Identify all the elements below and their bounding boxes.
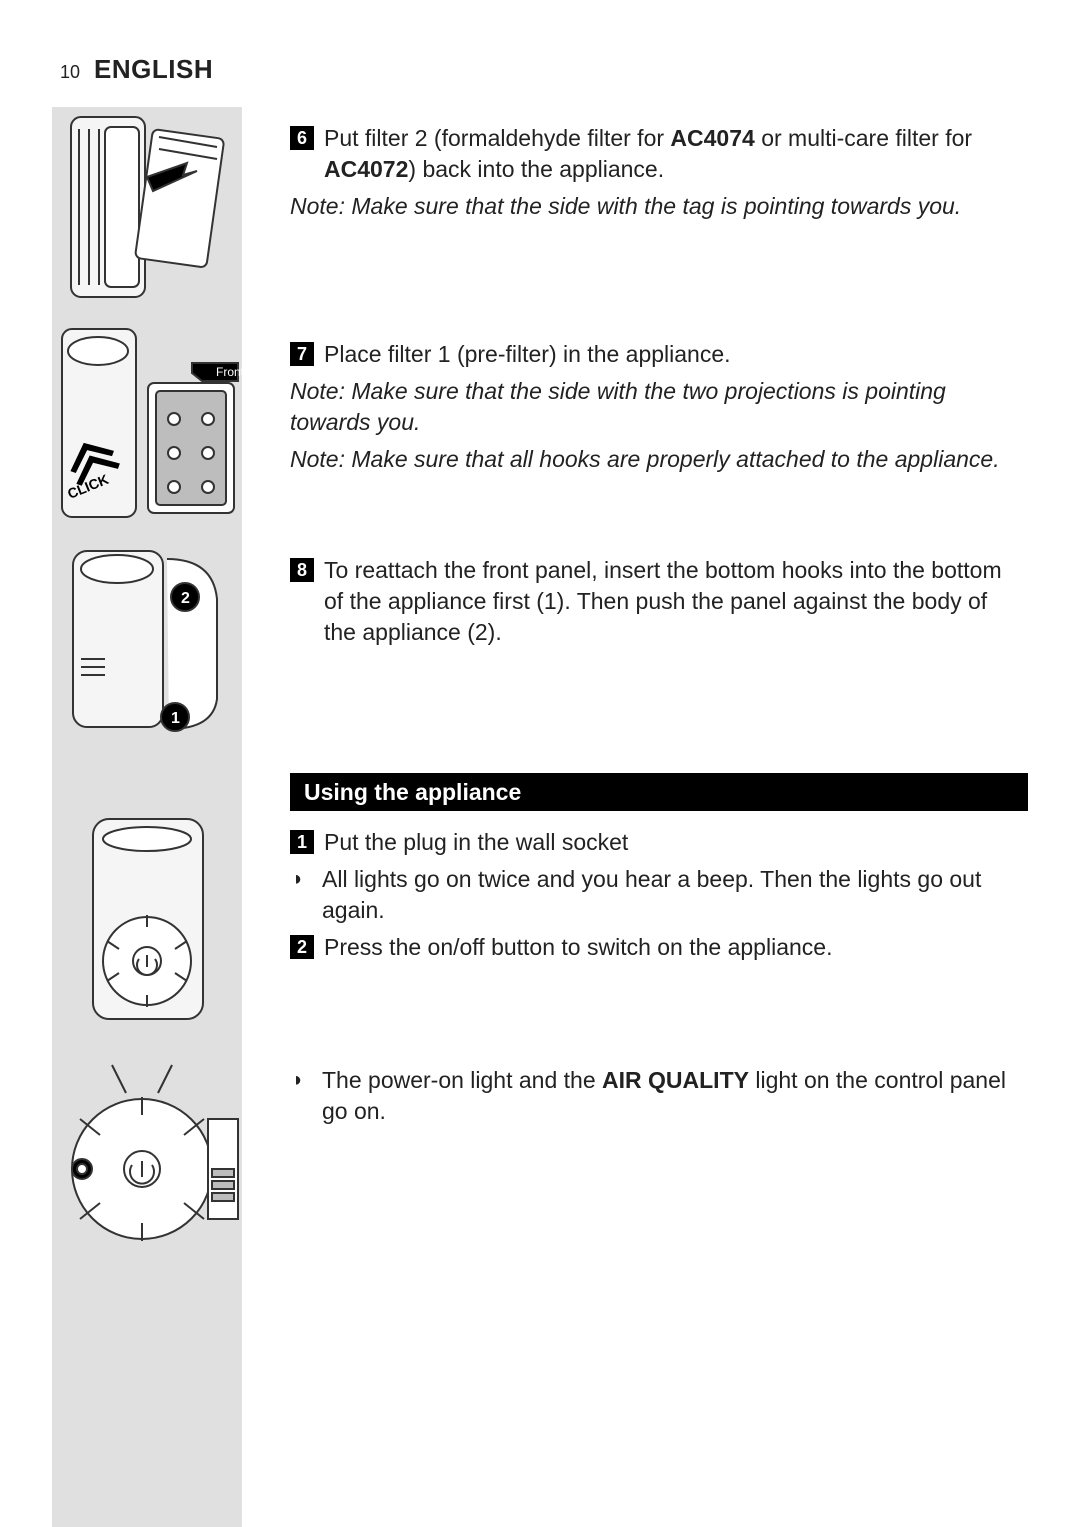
step-7-body: Place filter 1 (pre-filter) in the appli…: [324, 339, 1018, 370]
page-content: 6 Put filter 2 (formaldehyde filter for …: [52, 107, 1028, 1287]
step-6-line: 6 Put filter 2 (formaldehyde filter for …: [290, 123, 1018, 185]
callout-2: 2: [181, 590, 190, 607]
step-6-note: Note: Make sure that the side with the t…: [290, 191, 1018, 222]
illustration-step-8: 2 1: [52, 539, 242, 739]
step-7-note-2: Note: Make sure that all hooks are prope…: [290, 444, 1018, 475]
using-row-2: ◗ The power-on light and the AIR QUALITY…: [52, 1049, 1028, 1287]
result-bullet-text: The power-on light and the AIR QUALITY l…: [322, 1065, 1018, 1127]
step-number-box: 2: [290, 935, 314, 959]
step-7-note-1: Note: Make sure that the side with the t…: [290, 376, 1018, 438]
using-step-1-body: Put the plug in the wall socket: [324, 827, 1018, 858]
page-number: 10: [60, 62, 80, 83]
step-8-line: 8 To reattach the front panel, insert th…: [290, 555, 1018, 648]
step-row-8: 2 1 8 To reattach the front panel, inser…: [52, 539, 1028, 773]
front-label: Front: [216, 365, 242, 379]
using-row-1: 1 Put the plug in the wall socket ◗ All …: [52, 811, 1028, 1049]
bullet-icon: ◗: [292, 866, 310, 893]
page-header: 10 ENGLISH: [60, 54, 213, 85]
step-7-text: 7 Place filter 1 (pre-filter) in the app…: [242, 323, 1028, 475]
page-language: ENGLISH: [94, 54, 213, 85]
section-title-bar: Using the appliance: [290, 773, 1028, 811]
illustration-using-2: [52, 1049, 242, 1269]
step-number-box: 8: [290, 558, 314, 582]
section-title-text: Using the appliance: [304, 779, 521, 806]
using-text-1: 1 Put the plug in the wall socket ◗ All …: [242, 811, 1028, 969]
step-8-text: 8 To reattach the front panel, insert th…: [242, 539, 1028, 654]
illustration-using-1: [52, 811, 242, 1031]
using-step-2-line: 2 Press the on/off button to switch on t…: [290, 932, 1018, 963]
illustration-step-6: [52, 107, 242, 307]
step-7-line: 7 Place filter 1 (pre-filter) in the app…: [290, 339, 1018, 370]
step-row-6: 6 Put filter 2 (formaldehyde filter for …: [52, 107, 1028, 323]
bullet-icon: ◗: [292, 1067, 310, 1094]
using-step-1-bullet-text: All lights go on twice and you hear a be…: [322, 864, 1018, 926]
step-row-7: Front CLICK 7 Place filter 1 (pre-filter…: [52, 323, 1028, 539]
step-6-text: 6 Put filter 2 (formaldehyde filter for …: [242, 107, 1028, 222]
using-step-1-line: 1 Put the plug in the wall socket: [290, 827, 1018, 858]
step-6-body: Put filter 2 (formaldehyde filter for AC…: [324, 123, 1018, 185]
illustration-step-7: Front CLICK: [52, 323, 242, 533]
callout-1: 1: [171, 710, 180, 727]
result-bullet: ◗ The power-on light and the AIR QUALITY…: [292, 1065, 1018, 1127]
step-number-box: 6: [290, 126, 314, 150]
result-text: ◗ The power-on light and the AIR QUALITY…: [242, 1049, 1028, 1133]
using-step-1-bullet: ◗ All lights go on twice and you hear a …: [292, 864, 1018, 926]
step-number-box: 7: [290, 342, 314, 366]
using-step-2-body: Press the on/off button to switch on the…: [324, 932, 1018, 963]
step-8-body: To reattach the front panel, insert the …: [324, 555, 1018, 648]
step-number-box: 1: [290, 830, 314, 854]
